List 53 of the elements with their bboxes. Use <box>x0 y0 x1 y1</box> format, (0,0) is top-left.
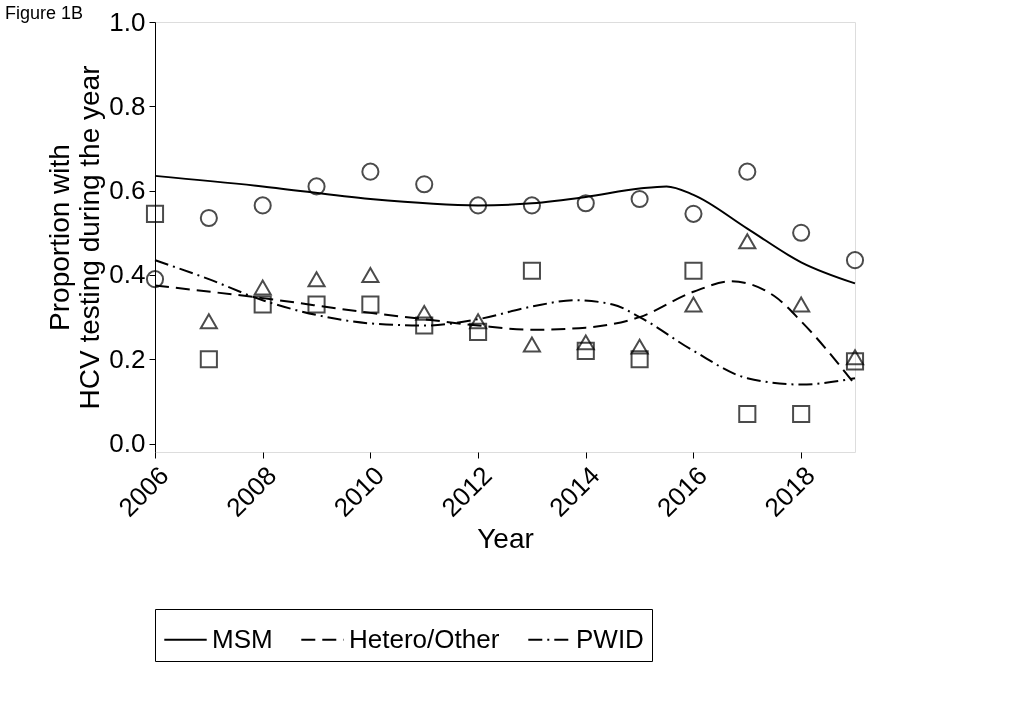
point <box>361 295 380 314</box>
point <box>738 162 757 181</box>
point <box>630 190 649 209</box>
point <box>845 349 865 366</box>
legend-label: PWID <box>576 623 644 654</box>
y-axis-title: Proportion with HCV testing during the year <box>44 65 106 410</box>
point <box>361 162 380 181</box>
point <box>361 266 380 283</box>
y-tick-label: 0.6 <box>109 175 146 206</box>
legend-label: MSM <box>212 623 273 654</box>
point <box>738 233 757 250</box>
y-tick-label: 0.8 <box>109 90 146 121</box>
point <box>253 279 272 296</box>
point <box>145 270 165 289</box>
point <box>630 350 649 369</box>
point <box>576 341 595 360</box>
point <box>792 405 811 424</box>
point <box>792 223 811 242</box>
point <box>684 204 703 223</box>
point <box>415 304 434 321</box>
point <box>145 204 165 223</box>
point <box>415 316 434 335</box>
point <box>199 350 218 369</box>
y-tick-label: 0.0 <box>109 428 146 459</box>
point <box>684 261 703 280</box>
point <box>630 338 649 355</box>
point <box>522 336 541 353</box>
point <box>522 196 541 215</box>
point <box>469 196 488 215</box>
y-tick-label: 0.2 <box>109 343 146 374</box>
point <box>307 295 326 314</box>
point <box>576 334 595 351</box>
point <box>576 194 595 213</box>
point <box>253 196 272 215</box>
point <box>845 251 865 270</box>
y-tick-label: 1.0 <box>109 6 146 37</box>
point <box>307 177 326 196</box>
point <box>469 322 488 341</box>
point <box>684 296 703 313</box>
point <box>199 313 218 330</box>
x-axis-title: Year <box>477 522 534 554</box>
y-tick-label: 0.4 <box>109 259 146 290</box>
point <box>738 405 757 424</box>
point <box>792 296 811 313</box>
point <box>199 208 218 228</box>
point <box>307 271 326 288</box>
point <box>469 313 488 330</box>
chart-title: Figure 1B <box>5 3 84 23</box>
legend-label: Hetero/Other <box>349 623 500 654</box>
point <box>415 175 434 194</box>
point <box>253 295 272 314</box>
point <box>522 261 541 280</box>
point <box>845 352 865 371</box>
